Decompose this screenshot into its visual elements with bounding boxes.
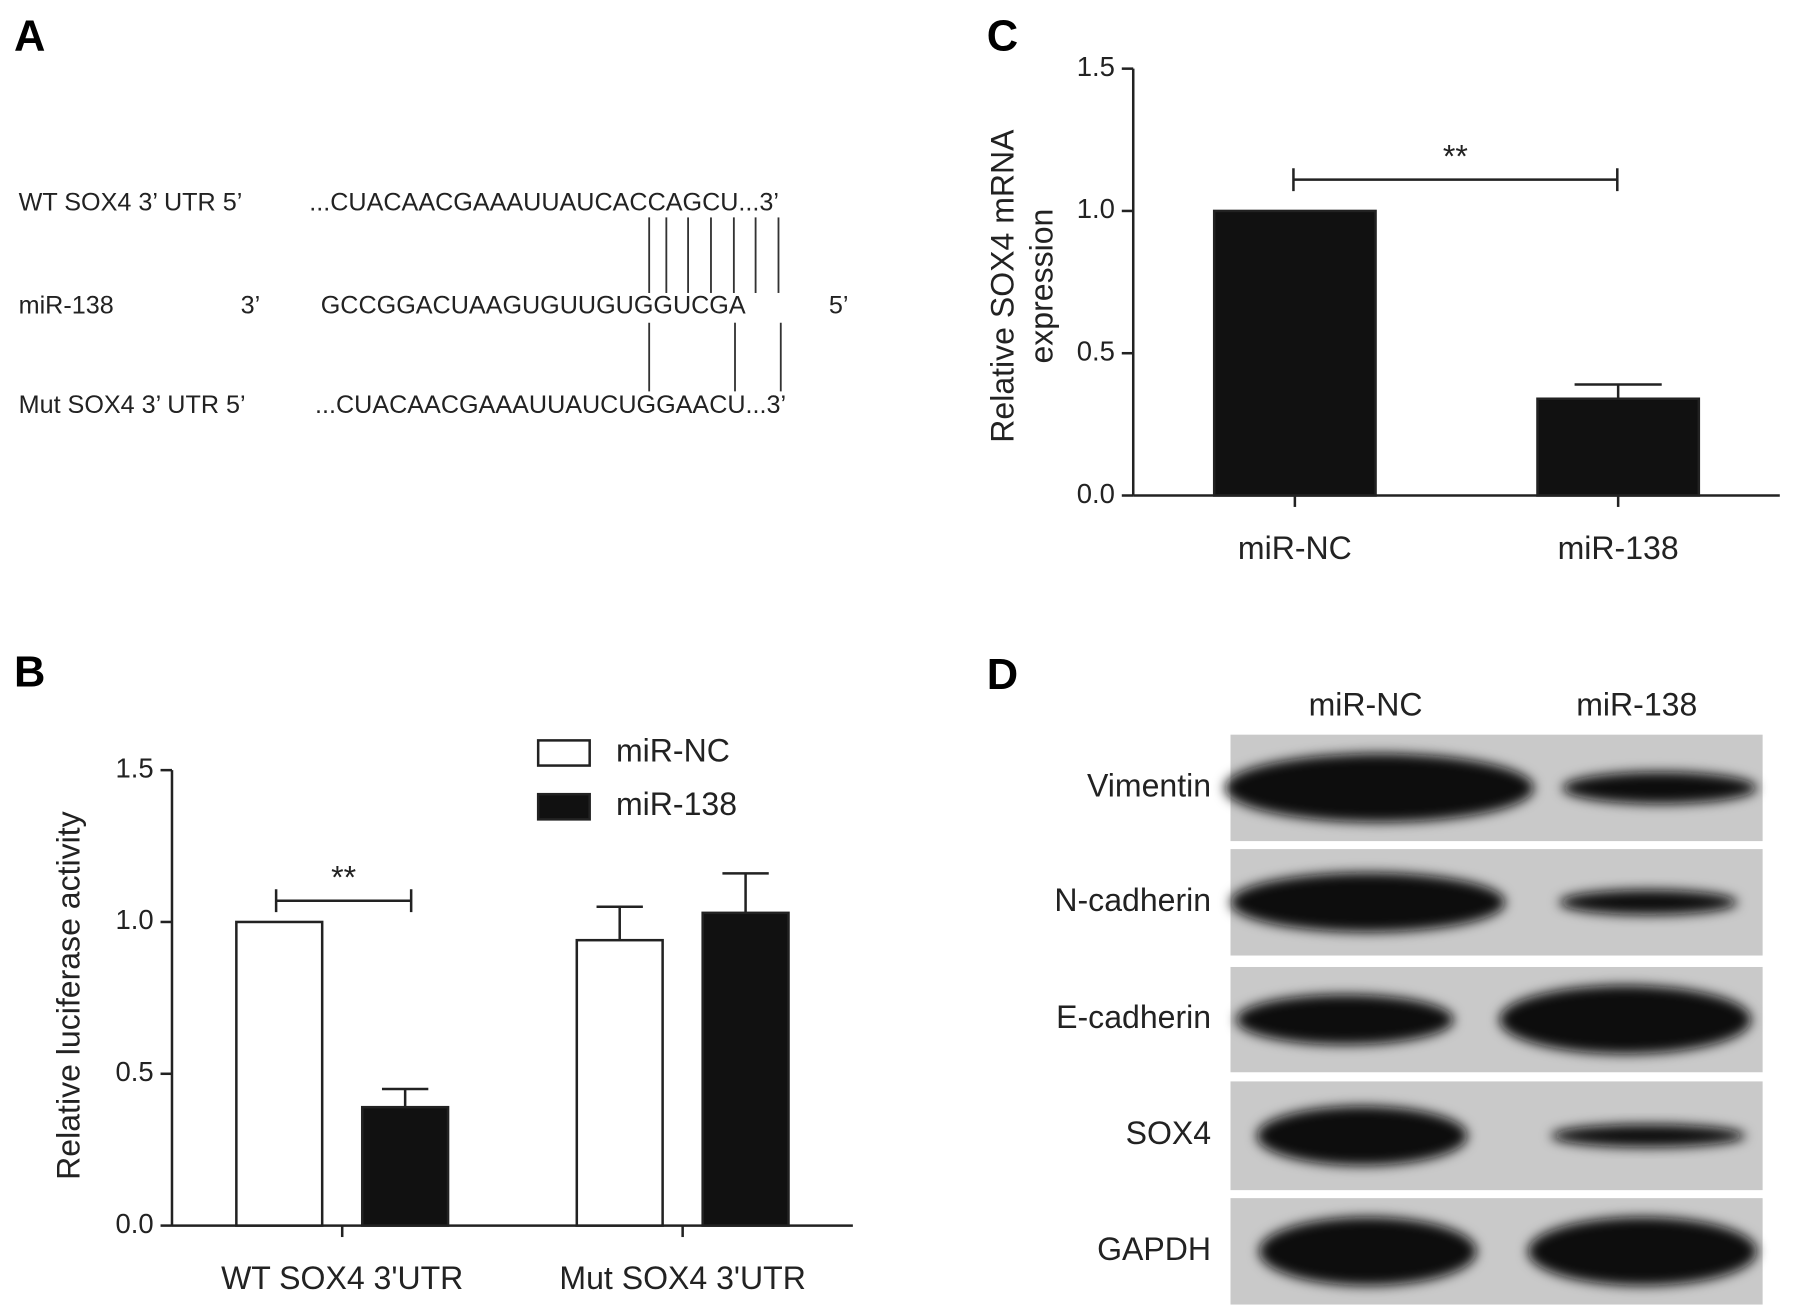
y-tick-label: 0.0 — [116, 1208, 154, 1239]
blot-band — [1558, 889, 1738, 915]
sequence-end: 5’ — [829, 291, 849, 319]
significance-label: ** — [1443, 139, 1468, 175]
y-axis-label: Relative SOX4 mRNA — [985, 129, 1021, 443]
panel-label: A — [14, 12, 45, 60]
sequence: ...CUACAACGAAAUUAUCACCAGCU...3’ — [309, 188, 779, 216]
legend-label: miR-NC — [616, 732, 730, 768]
legend-label: miR-138 — [616, 786, 737, 822]
bar — [1536, 397, 1701, 497]
blot-band — [1236, 994, 1454, 1045]
y-tick-label: 1.0 — [116, 904, 154, 935]
blot-band — [1499, 985, 1752, 1054]
blot-band — [1256, 1106, 1468, 1166]
panel-label: C — [987, 12, 1018, 60]
sequence: GCCGGACUAAGUGUUGUGGUCGA — [321, 291, 746, 319]
y-tick-label: 0.5 — [1077, 335, 1115, 366]
row-label: SOX4 — [1126, 1115, 1211, 1151]
legend-swatch — [536, 792, 591, 821]
bar — [575, 938, 664, 1227]
row-label: Vimentin — [1087, 767, 1211, 803]
bar — [360, 1105, 450, 1227]
significance-label: ** — [331, 860, 356, 896]
x-tick-label: Mut SOX4 3'UTR — [559, 1260, 805, 1296]
sequence-label: WT SOX4 3’ UTR 5’ — [19, 188, 243, 216]
bar — [1212, 209, 1377, 497]
y-tick-label: 0.5 — [116, 1056, 154, 1087]
blot-band — [1562, 771, 1757, 804]
column-label: miR-NC — [1309, 687, 1423, 723]
sequence-end: 3’ — [241, 291, 261, 319]
sequence: ...CUACAACGAAAUUAUCUGGAACU...3’ — [315, 391, 786, 419]
y-axis-label: Relative luciferase activity — [51, 811, 87, 1180]
row-label: N-cadherin — [1054, 882, 1211, 918]
x-tick-label: miR-138 — [1558, 530, 1679, 566]
legend-swatch — [536, 739, 591, 767]
y-tick-label: 1.5 — [116, 752, 154, 783]
row-label: E-cadherin — [1056, 999, 1211, 1035]
sequence-label: Mut SOX4 3’ UTR 5’ — [19, 391, 246, 419]
column-label: miR-138 — [1576, 687, 1697, 723]
bar — [701, 911, 790, 1227]
blot-band — [1528, 1217, 1757, 1286]
y-axis-label: expression — [1023, 209, 1059, 364]
blot-band — [1230, 872, 1506, 933]
x-tick-label: WT SOX4 3'UTR — [221, 1260, 463, 1296]
significance-bracket — [1292, 168, 1619, 192]
y-tick-label: 1.0 — [1077, 193, 1115, 224]
blot-band — [1224, 753, 1534, 823]
x-tick-label: miR-NC — [1238, 530, 1352, 566]
y-tick-label: 1.5 — [1077, 51, 1115, 82]
panel-label: B — [14, 649, 45, 697]
sequence-label: miR-138 — [19, 291, 114, 319]
blot-band — [1550, 1124, 1746, 1148]
blot-band — [1259, 1217, 1477, 1286]
significance-bracket — [274, 889, 413, 913]
pairing-lines — [648, 217, 782, 392]
panel-label: D — [987, 651, 1018, 699]
row-label: GAPDH — [1097, 1231, 1211, 1267]
bar — [235, 920, 324, 1227]
y-tick-label: 0.0 — [1077, 478, 1115, 509]
